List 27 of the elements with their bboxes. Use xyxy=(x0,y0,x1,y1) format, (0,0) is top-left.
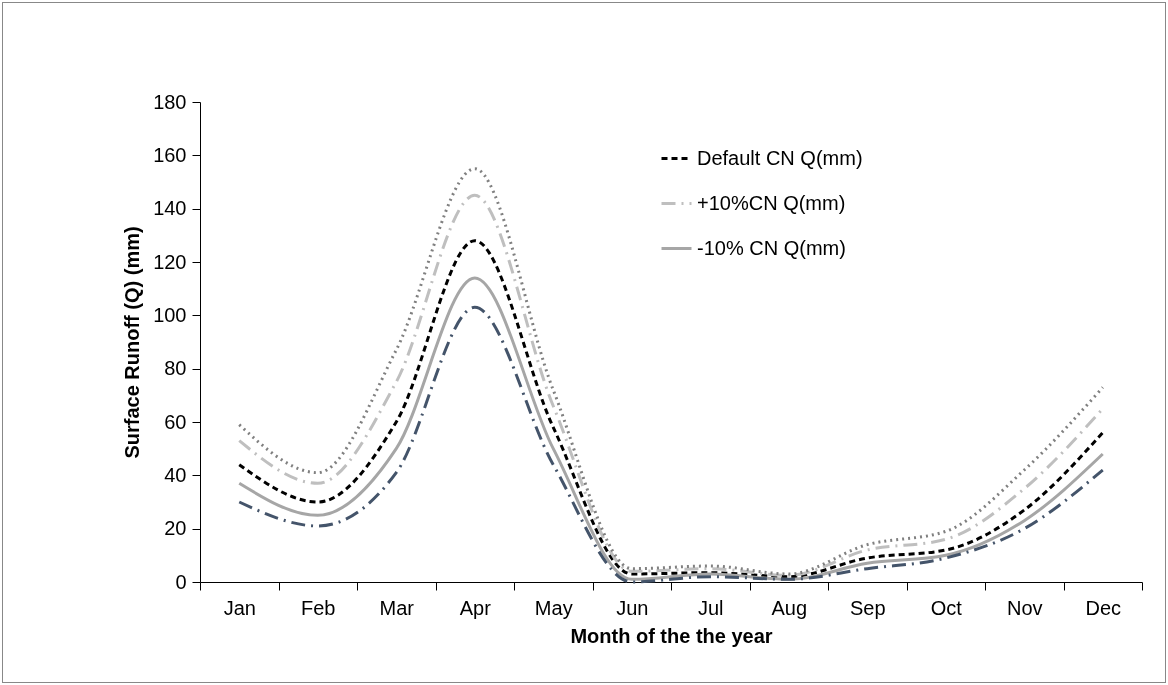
x-tick-label: Jul xyxy=(697,596,724,619)
x-tick-label: Sep xyxy=(849,596,886,619)
y-tick-label: 0 xyxy=(175,570,187,593)
x-tick-label: Mar xyxy=(379,596,415,619)
y-tick-label: 20 xyxy=(164,517,187,540)
legend-label: -10% CN Q(mm) xyxy=(697,236,846,259)
x-tick-label: Nov xyxy=(1006,596,1043,619)
legend-label: Default CN Q(mm) xyxy=(697,146,863,169)
y-tick-label: 120 xyxy=(153,250,187,273)
legend-label: +10%CN Q(mm) xyxy=(697,191,846,214)
y-tick-label: 180 xyxy=(153,90,187,113)
y-tick-label: 100 xyxy=(153,303,187,326)
x-tick-label: Jun xyxy=(616,596,649,619)
x-tick-label: May xyxy=(534,596,573,619)
y-tick-label: 60 xyxy=(164,410,187,433)
y-tick-label: 80 xyxy=(164,357,187,380)
x-tick-label: Apr xyxy=(459,596,492,619)
y-tick-label: 140 xyxy=(153,197,187,220)
x-tick-label: Aug xyxy=(771,596,808,619)
x-axis-title: Month of the the year xyxy=(570,624,773,647)
y-tick-label: 160 xyxy=(153,143,187,166)
y-tick-label: 40 xyxy=(164,463,187,486)
y-axis-title: Surface Runoff (Q) (mm) xyxy=(121,226,144,459)
x-tick-label: Dec xyxy=(1085,596,1122,619)
x-tick-label: Feb xyxy=(301,596,336,619)
x-tick-label: Jan xyxy=(223,596,256,619)
x-tick-label: Oct xyxy=(930,596,963,619)
